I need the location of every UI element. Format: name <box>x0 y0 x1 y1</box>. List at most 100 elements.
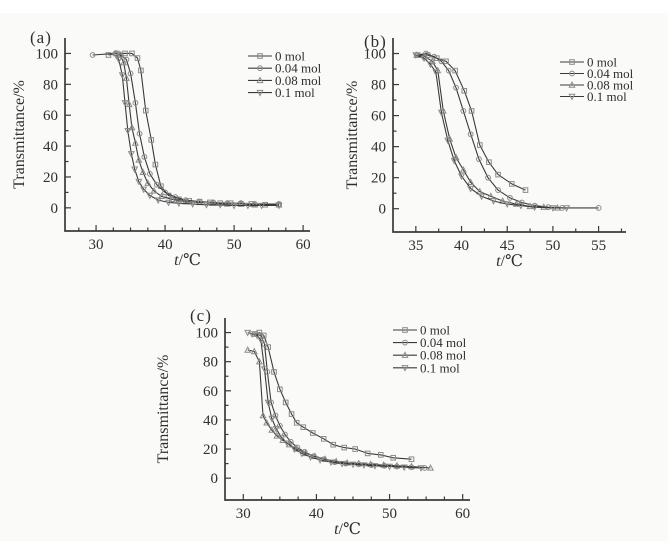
square-marker <box>152 161 159 168</box>
chart-panel-c: 30 40 50 60 0 20 40 60 80 100 t/℃ Transmittance/% 0 … <box>140 280 540 541</box>
series-line <box>115 52 279 206</box>
square-marker <box>265 344 271 350</box>
series-square <box>414 52 529 193</box>
y-tick-label: 100 <box>364 47 387 63</box>
triangle-up-marker <box>401 351 409 358</box>
y-tick-label: 80 <box>43 77 58 93</box>
square-marker <box>569 59 575 65</box>
triangle-down-marker <box>568 93 576 101</box>
square-marker <box>148 137 155 143</box>
circle-marker <box>495 187 501 193</box>
square-marker <box>364 450 371 457</box>
circle-marker <box>475 156 482 162</box>
triangle-down-marker <box>478 193 486 201</box>
legend-item: 0.04 mol <box>393 335 467 350</box>
triangle-down-marker <box>230 202 238 210</box>
square-marker <box>452 67 458 74</box>
square-marker <box>105 52 112 58</box>
legend-label: 0.08 mol <box>275 73 322 88</box>
y-tick-label: 60 <box>203 384 218 400</box>
triangle-up-marker <box>343 458 351 466</box>
triangle-down-marker <box>189 201 197 208</box>
legend-item: 0.08 mol <box>560 78 634 93</box>
y-tick-label: 0 <box>379 202 387 218</box>
x-tick-label: 50 <box>227 237 242 253</box>
triangle-down-marker <box>327 459 335 467</box>
panel-label-b: (b) <box>364 32 387 51</box>
x-tick-label: 45 <box>500 238 515 254</box>
triangle-down-marker <box>517 202 525 210</box>
legend-item: 0 mol <box>248 49 305 64</box>
series-circle <box>253 331 428 471</box>
triangle-down-marker <box>290 446 299 454</box>
series-line <box>416 52 599 209</box>
series-line <box>415 54 567 209</box>
triangle-up-marker <box>263 418 271 426</box>
triangle-down-marker <box>216 202 224 209</box>
triangle-down-marker <box>437 109 445 117</box>
triangle-down-marker <box>244 202 252 210</box>
triangle-up-marker <box>467 178 475 186</box>
legend-label: 0 mol <box>420 323 450 338</box>
legend-label: 0.04 mol <box>420 335 467 350</box>
square-marker <box>129 50 135 57</box>
triangle-up-marker <box>268 426 276 433</box>
series-line <box>417 54 526 191</box>
x-tick-label: 60 <box>455 506 470 522</box>
square-marker <box>293 420 300 426</box>
triangle-up-marker <box>237 200 245 207</box>
triangle-down-marker <box>244 329 252 337</box>
square-marker <box>300 424 307 430</box>
y-tick-label: 40 <box>203 413 218 429</box>
circle-marker <box>485 174 491 181</box>
legend-item: 0 mol <box>560 55 617 70</box>
triangle-down-marker <box>154 197 162 205</box>
circle-marker <box>272 412 279 419</box>
triangle-down-marker <box>450 157 458 165</box>
circle-marker <box>141 153 148 160</box>
series-triangle-down <box>412 52 571 212</box>
triangle-up-marker <box>426 463 435 471</box>
y-tick-label: 60 <box>43 108 58 124</box>
circle-marker <box>276 422 283 429</box>
triangle-up-marker <box>256 76 264 84</box>
y-tick-label: 0 <box>51 201 59 217</box>
series-line <box>115 54 279 207</box>
triangle-down-marker <box>489 198 498 205</box>
triangle-down-marker <box>298 450 306 458</box>
triangle-down-marker <box>175 200 183 208</box>
triangle-down-marker <box>531 204 539 212</box>
triangle-down-marker <box>307 454 315 462</box>
triangle-down-marker <box>457 173 466 181</box>
triangle-up-marker <box>209 199 217 206</box>
triangle-up-marker <box>251 200 259 208</box>
triangle-up-marker <box>259 411 267 419</box>
circle-marker <box>445 67 452 74</box>
triangle-up-marker <box>122 74 130 81</box>
triangle-down-marker <box>164 199 173 207</box>
circle-marker <box>431 53 438 60</box>
triangle-up-marker <box>275 200 283 208</box>
triangle-down-marker <box>202 202 211 209</box>
legend-item: 0.08 mol <box>393 348 467 363</box>
triangle-up-marker <box>139 168 147 176</box>
series-line <box>247 332 422 469</box>
x-tick-label: 35 <box>408 238 423 254</box>
triangle-down-marker <box>140 186 148 194</box>
triangle-down-marker <box>401 365 409 372</box>
x-tick-label: 55 <box>591 238 606 254</box>
circle-marker <box>257 65 263 72</box>
x-tick-label: 40 <box>309 506 324 522</box>
triangle-down-marker <box>503 201 511 209</box>
square-marker <box>142 107 149 114</box>
circle-marker <box>127 70 134 77</box>
legend-label: 0 mol <box>587 55 617 70</box>
square-marker <box>309 430 316 436</box>
triangle-down-marker <box>127 151 135 158</box>
square-marker <box>477 142 483 148</box>
square-marker <box>522 187 529 193</box>
triangle-down-marker <box>118 72 126 80</box>
triangle-up-marker <box>150 186 158 194</box>
circle-marker <box>467 131 474 138</box>
square-marker <box>282 399 289 406</box>
